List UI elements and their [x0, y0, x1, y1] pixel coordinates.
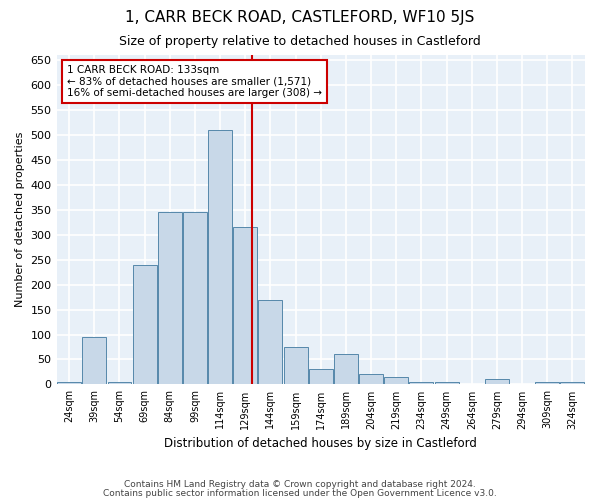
Bar — [284, 347, 308, 385]
Bar — [107, 382, 131, 384]
Bar — [233, 227, 257, 384]
Text: 1, CARR BECK ROAD, CASTLEFORD, WF10 5JS: 1, CARR BECK ROAD, CASTLEFORD, WF10 5JS — [125, 10, 475, 25]
Bar — [385, 377, 408, 384]
Bar — [560, 382, 584, 384]
Bar — [183, 212, 207, 384]
Y-axis label: Number of detached properties: Number of detached properties — [15, 132, 25, 308]
Bar — [82, 337, 106, 384]
Bar — [57, 382, 81, 384]
Bar — [434, 382, 458, 384]
Bar — [133, 264, 157, 384]
Text: Size of property relative to detached houses in Castleford: Size of property relative to detached ho… — [119, 35, 481, 48]
Bar — [485, 380, 509, 384]
Bar — [158, 212, 182, 384]
Text: Contains public sector information licensed under the Open Government Licence v3: Contains public sector information licen… — [103, 488, 497, 498]
Bar — [535, 382, 559, 384]
Bar — [334, 354, 358, 384]
X-axis label: Distribution of detached houses by size in Castleford: Distribution of detached houses by size … — [164, 437, 477, 450]
Bar — [359, 374, 383, 384]
Bar — [208, 130, 232, 384]
Bar — [309, 370, 333, 384]
Text: Contains HM Land Registry data © Crown copyright and database right 2024.: Contains HM Land Registry data © Crown c… — [124, 480, 476, 489]
Text: 1 CARR BECK ROAD: 133sqm
← 83% of detached houses are smaller (1,571)
16% of sem: 1 CARR BECK ROAD: 133sqm ← 83% of detach… — [67, 65, 322, 98]
Bar — [259, 300, 283, 384]
Bar — [409, 382, 433, 384]
